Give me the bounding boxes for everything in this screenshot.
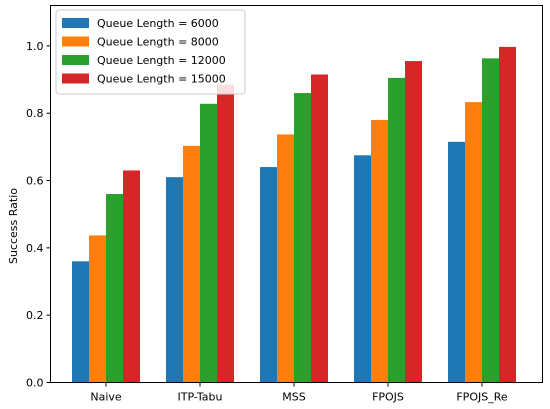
bar-queue-length-8000-naive bbox=[89, 235, 106, 383]
y-tick-label: 0.0 bbox=[26, 377, 44, 390]
x-tick-label: MSS bbox=[282, 391, 305, 404]
bar-queue-length-6000-fpojs-re bbox=[448, 141, 465, 383]
bar-queue-length-6000-itp-tabu bbox=[166, 177, 183, 383]
y-tick-label: 0.4 bbox=[26, 242, 44, 255]
y-tick-label: 1.0 bbox=[26, 40, 44, 53]
legend-label: Queue Length = 6000 bbox=[97, 17, 219, 30]
bar-queue-length-15000-fpojs-re bbox=[499, 46, 516, 383]
bar-queue-length-6000-naive bbox=[72, 261, 89, 383]
y-tick-label: 0.6 bbox=[26, 175, 44, 188]
x-tick-label: FPOJS bbox=[372, 391, 404, 404]
legend-label: Queue Length = 12000 bbox=[97, 54, 226, 67]
bar-queue-length-8000-mss bbox=[277, 134, 294, 383]
plot-frame bbox=[50, 5, 543, 383]
legend-swatch bbox=[62, 36, 89, 47]
bar-queue-length-12000-fpojs-re bbox=[482, 58, 499, 383]
legend-swatch bbox=[62, 55, 89, 65]
x-tick-label: Naive bbox=[90, 391, 122, 404]
bar-queue-length-15000-mss bbox=[311, 74, 328, 383]
y-axis-title: Success Ratio bbox=[7, 188, 20, 264]
bar-queue-length-8000-fpojs-re bbox=[465, 102, 482, 383]
x-tick-label: ITP-Tabu bbox=[178, 391, 223, 404]
bar-queue-length-12000-naive bbox=[106, 194, 123, 383]
bar-queue-length-8000-fpojs bbox=[371, 119, 388, 383]
y-tick-label: 0.8 bbox=[26, 107, 44, 120]
x-tick-label: FPOJS_Re bbox=[456, 391, 507, 404]
bar-queue-length-12000-fpojs bbox=[388, 77, 405, 383]
bar-queue-length-12000-mss bbox=[294, 93, 311, 383]
bar-queue-length-6000-mss bbox=[260, 167, 277, 383]
legend-label: Queue Length = 15000 bbox=[97, 73, 226, 86]
bar-queue-length-6000-fpojs bbox=[354, 155, 371, 383]
legend-label: Queue Length = 8000 bbox=[97, 36, 219, 49]
bar-queue-length-15000-itp-tabu bbox=[217, 84, 234, 383]
bar-queue-length-15000-fpojs bbox=[405, 61, 422, 383]
plot-area: 0.0 0.2 0.4 0.6 0.8 1.0 Naive ITP-Tabu MSS FPOJS F… bbox=[26, 40, 516, 404]
bar-queue-length-15000-naive bbox=[123, 170, 140, 383]
y-tick-label: 0.2 bbox=[26, 309, 44, 322]
legend-swatch bbox=[62, 73, 89, 84]
legend-swatch bbox=[62, 18, 89, 28]
bar-queue-length-8000-itp-tabu bbox=[183, 145, 200, 383]
legend: Queue Length = 6000 Queue Length = 8000 Qu… bbox=[55, 9, 246, 95]
legend-box bbox=[55, 9, 246, 95]
bar-queue-length-12000-itp-tabu bbox=[200, 103, 217, 383]
